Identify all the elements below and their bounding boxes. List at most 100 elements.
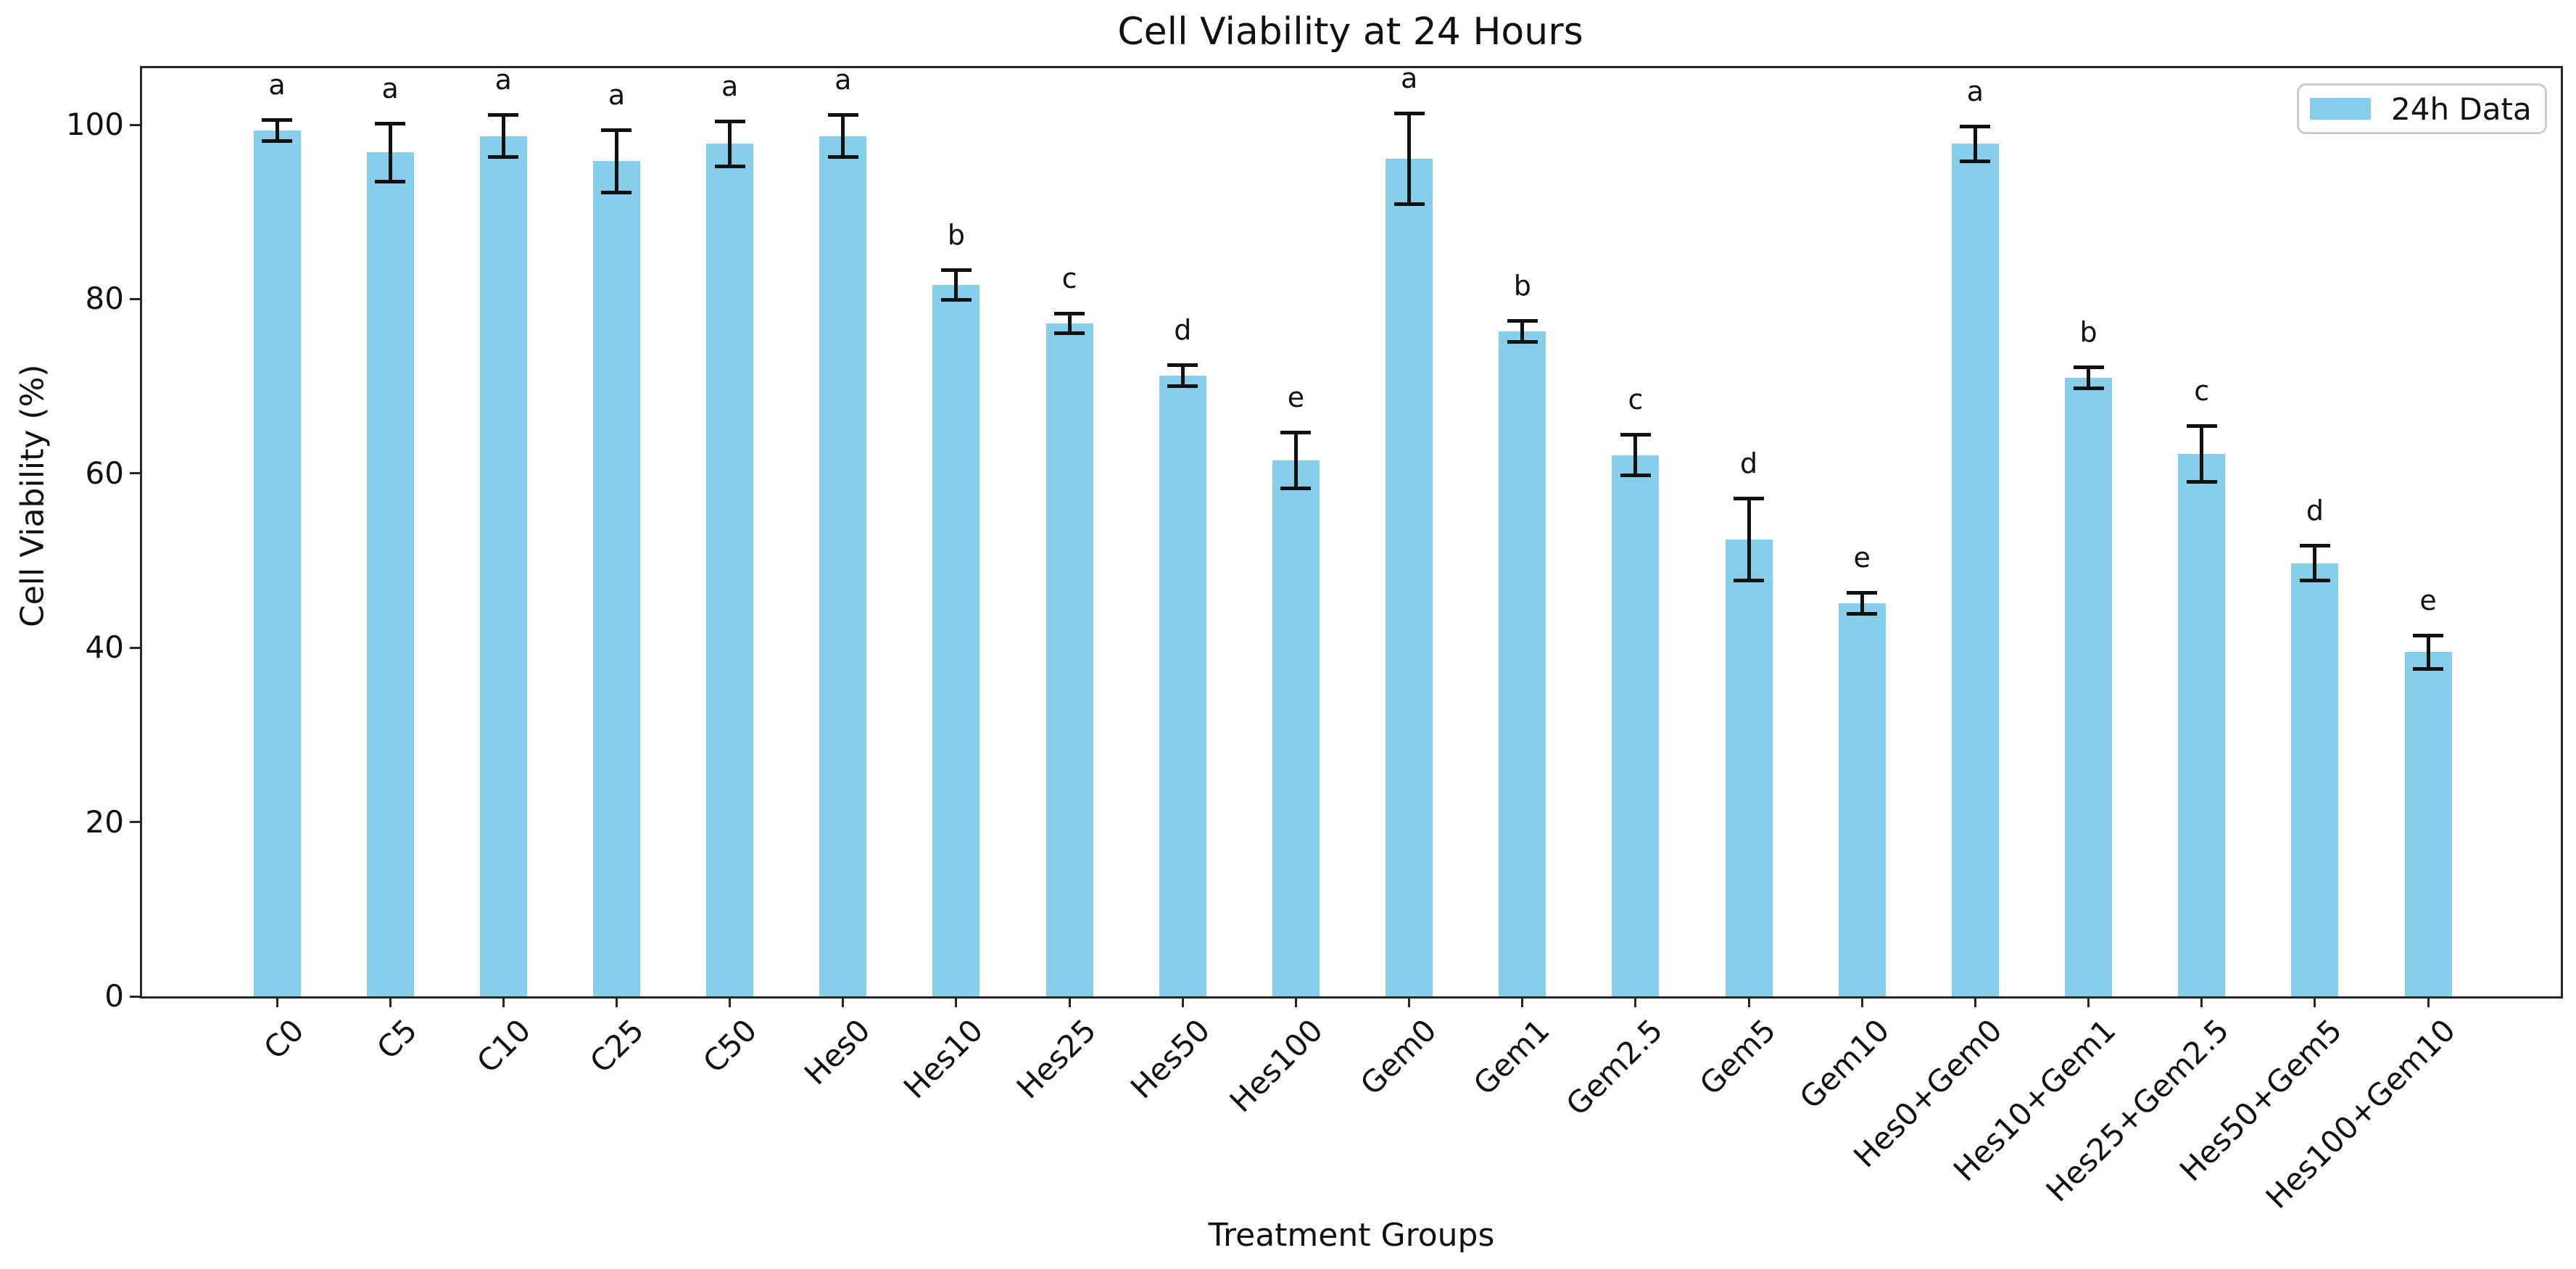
error-bar-cap-bottom xyxy=(375,179,406,183)
error-bar-cap-bottom xyxy=(2186,480,2217,484)
error-bar-cap-bottom xyxy=(1960,159,1991,163)
x-tick-mark xyxy=(2314,997,2316,1007)
error-bar-cap-top xyxy=(1393,111,1425,115)
x-tick-mark xyxy=(1408,997,1411,1007)
error-bar-cap-top xyxy=(1960,124,1991,128)
bar-Hes25+Gem2.5 xyxy=(2178,454,2226,996)
significance-letter: a xyxy=(1400,62,1418,94)
error-bar-cap-top xyxy=(827,113,858,117)
error-bar-cap-bottom xyxy=(940,298,972,302)
error-bar-cap-bottom xyxy=(714,165,745,169)
bar-C50 xyxy=(706,144,754,996)
error-bar-cap-bottom xyxy=(2073,386,2104,390)
bar-Gem1 xyxy=(1499,331,1546,996)
error-bar-cap-bottom xyxy=(601,191,632,195)
y-tick-label: 40 xyxy=(85,629,124,666)
bar-Gem5 xyxy=(1725,540,1773,996)
error-bar-cap-top xyxy=(2186,424,2217,429)
bar-Hes10+Gem1 xyxy=(2065,377,2113,996)
error-bar-cap-bottom xyxy=(1734,579,1765,583)
significance-letter: c xyxy=(1628,384,1644,416)
error-bar xyxy=(501,115,505,157)
error-bar xyxy=(1407,113,1412,204)
bar-Hes10 xyxy=(932,285,980,996)
y-tick-label: 80 xyxy=(85,281,124,317)
error-bar-cap-top xyxy=(1167,363,1198,368)
x-tick-mark xyxy=(1181,997,1184,1007)
error-bar xyxy=(1180,365,1185,387)
error-bar-cap-top xyxy=(1507,318,1538,323)
bar-Hes100+Gem10 xyxy=(2404,652,2452,996)
error-bar-cap-top xyxy=(1847,590,1878,595)
significance-letter: d xyxy=(1174,314,1192,347)
x-tick-mark xyxy=(842,997,845,1007)
significance-letter: a xyxy=(834,64,852,96)
significance-letter: d xyxy=(2306,495,2324,527)
error-bar xyxy=(1293,432,1298,489)
bar-Hes50+Gem5 xyxy=(2291,563,2339,996)
x-tick-mark xyxy=(1860,997,1863,1007)
error-bar xyxy=(954,270,958,300)
error-bar-cap-top xyxy=(2073,365,2104,369)
legend: 24h Data xyxy=(2297,83,2547,134)
significance-letter: a xyxy=(721,70,739,102)
error-bar-cap-bottom xyxy=(1507,339,1538,344)
significance-letter: b xyxy=(947,219,966,252)
error-bar-cap-top xyxy=(2413,633,2444,637)
error-bar-cap-bottom xyxy=(1620,473,1651,477)
significance-letter: a xyxy=(268,69,286,102)
legend-swatch xyxy=(2310,98,2371,120)
y-tick-label: 100 xyxy=(65,107,124,142)
significance-letter: d xyxy=(1740,447,1758,480)
y-tick-label: 20 xyxy=(85,803,124,840)
y-tick-mark xyxy=(130,646,140,649)
significance-letter: e xyxy=(2419,584,2437,616)
error-bar-cap-bottom xyxy=(1847,611,1878,616)
x-tick-mark xyxy=(2200,997,2203,1007)
x-tick-mark xyxy=(955,997,958,1007)
x-tick-mark xyxy=(2087,997,2090,1007)
x-tick-mark xyxy=(276,997,278,1007)
error-bar-cap-bottom xyxy=(262,139,292,144)
y-tick-label: 0 xyxy=(104,978,124,1014)
error-bar-cap-top xyxy=(601,128,632,132)
significance-letter: b xyxy=(2079,315,2097,348)
error-bar-cap-top xyxy=(1280,430,1312,434)
bar-Hes25 xyxy=(1045,323,1093,996)
y-tick-mark xyxy=(130,472,140,475)
x-tick-mark xyxy=(1294,997,1297,1007)
bar-Gem2.5 xyxy=(1612,455,1660,996)
x-tick-mark xyxy=(1521,997,1524,1007)
error-bar xyxy=(275,120,279,141)
error-bar xyxy=(2426,635,2430,669)
y-tick-mark xyxy=(130,123,140,126)
x-tick-mark xyxy=(389,997,392,1007)
bar-Gem0 xyxy=(1386,158,1433,996)
error-bar-cap-bottom xyxy=(1167,384,1198,389)
bar-C10 xyxy=(479,136,527,996)
significance-letter: e xyxy=(1287,381,1305,413)
bar-C25 xyxy=(592,161,640,996)
x-tick-mark xyxy=(502,997,505,1007)
significance-letter: a xyxy=(608,78,626,111)
bar-Hes50 xyxy=(1159,376,1206,996)
significance-letter: a xyxy=(381,73,399,105)
significance-letter: c xyxy=(2194,375,2210,408)
y-tick-mark xyxy=(130,297,140,300)
error-bar-cap-bottom xyxy=(2299,579,2330,583)
error-bar xyxy=(1520,321,1525,342)
bar-Gem10 xyxy=(1838,603,1886,996)
bar-C0 xyxy=(253,131,301,996)
x-tick-mark xyxy=(615,997,618,1007)
error-bar xyxy=(728,121,732,167)
error-bar-cap-top xyxy=(940,268,972,273)
x-tick-mark xyxy=(1068,997,1071,1007)
error-bar xyxy=(1067,313,1072,334)
error-bar-cap-bottom xyxy=(1054,331,1085,335)
legend-label: 24h Data xyxy=(2391,91,2532,127)
